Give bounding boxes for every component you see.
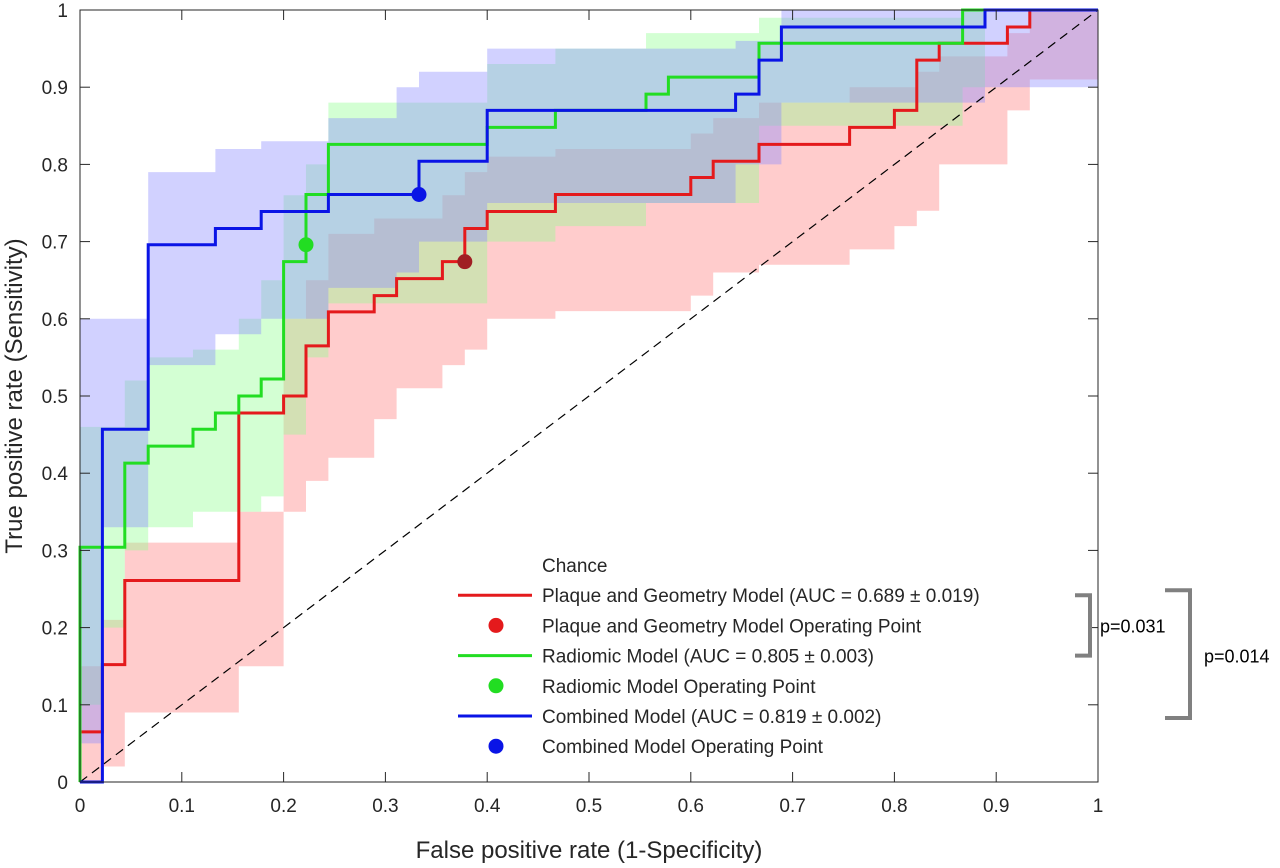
legend-entry-s2: Combined Model (AUC = 0.819 ± 0.002)	[542, 707, 881, 728]
x-tick-label: 0.7	[779, 796, 805, 817]
p-value-1: p=0.014	[1204, 647, 1270, 667]
y-axis-label: True positive rate (Sensitivity)	[1, 238, 28, 553]
p-bracket-0	[1075, 593, 1092, 658]
x-tick-label: 0.2	[270, 796, 296, 817]
legend-marker-p2	[488, 738, 504, 754]
y-tick-label: 0.3	[42, 541, 68, 562]
confidence-band-1	[80, 10, 1098, 705]
y-tick-label: 0.1	[42, 696, 68, 717]
x-tick-label: 0.5	[576, 796, 602, 817]
x-tick-label: 0	[75, 796, 86, 817]
p-value-0: p=0.031	[1100, 616, 1166, 636]
legend-entry-s1: Radiomic Model (AUC = 0.805 ± 0.003)	[542, 647, 874, 668]
operating-point-2	[411, 187, 427, 203]
x-tick-label: 0.4	[474, 796, 501, 817]
axes: 0 0.1 0.2 0.3 0.4 0.5 0.6 0.7 0.8 0.9 1 0 0.1 0.2 0.3 0…	[42, 1, 1104, 817]
y-tick-label: 0.5	[42, 387, 68, 408]
y-tick-label: 0.8	[42, 155, 68, 176]
p-value-brackets: p=0.031 p=0.014	[1075, 588, 1270, 720]
x-tick-label: 1	[1093, 796, 1104, 817]
operating-points	[298, 187, 473, 270]
y-tick-label: 0.9	[42, 78, 68, 99]
legend-entry-s0: Plaque and Geometry Model (AUC = 0.689 ±…	[542, 586, 980, 607]
y-tick-label: 0.4	[42, 464, 69, 485]
legend-entry-p0: Plaque and Geometry Model Operating Poin…	[542, 616, 922, 637]
y-tick-label: 1	[57, 1, 68, 22]
operating-point-1	[298, 237, 314, 253]
p-bracket-1	[1165, 588, 1192, 720]
y-tick-label: 0	[57, 773, 68, 794]
y-tick-label: 0.7	[42, 233, 68, 254]
y-tick-label: 0.2	[42, 619, 68, 640]
x-tick-label: 0.1	[169, 796, 195, 817]
x-tick-label: 0.8	[881, 796, 907, 817]
x-tick-label: 0.6	[678, 796, 704, 817]
x-tick-label: 0.3	[372, 796, 398, 817]
operating-point-0	[457, 254, 473, 270]
legend-marker-p1	[488, 678, 504, 694]
y-tick-label: 0.6	[42, 310, 68, 331]
x-axis-label: False positive rate (1-Specificity)	[416, 837, 763, 864]
roc-curve-1	[78, 8, 1098, 782]
chance-line	[79, 9, 1099, 783]
legend-entry-p1: Radiomic Model Operating Point	[542, 677, 816, 698]
legend-entry-chance: Chance	[542, 556, 608, 577]
legend: Chance Plaque and Geometry Model (AUC = 0…	[458, 556, 980, 758]
x-tick-label: 0.9	[983, 796, 1009, 817]
confidence-band-0	[80, 10, 1098, 782]
legend-marker-p0	[488, 617, 504, 633]
legend-entry-p2: Combined Model Operating Point	[542, 737, 824, 758]
roc-curve-0	[78, 8, 1098, 782]
